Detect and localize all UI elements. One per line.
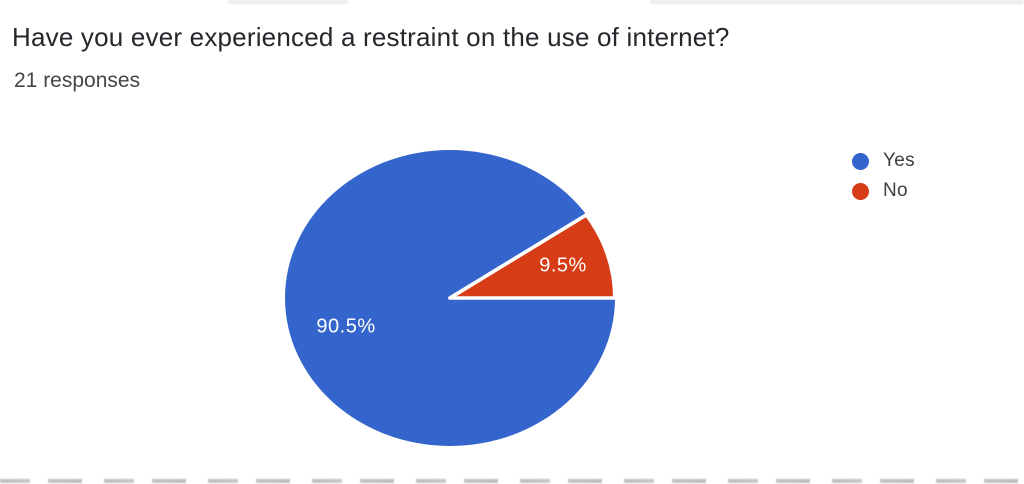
legend-swatch-no-icon: [852, 182, 869, 200]
pie-chart-svg: [285, 150, 615, 446]
top-crop-artifact: [228, 0, 348, 4]
chart-legend: Yes No: [852, 146, 915, 206]
responses-count: 21 responses: [14, 69, 141, 92]
legend-item-yes[interactable]: Yes: [852, 146, 915, 176]
legend-item-no[interactable]: No: [852, 176, 915, 206]
legend-swatch-yes-icon: [852, 152, 869, 170]
pie-chart: 90.5% 9.5%: [285, 150, 615, 446]
bottom-crop-artifact: [0, 479, 1024, 483]
legend-label-no: No: [883, 180, 908, 201]
legend-label-yes: Yes: [883, 150, 915, 171]
question-title: Have you ever experienced a restraint on…: [12, 22, 730, 52]
top-crop-artifact: [650, 0, 1024, 4]
pie-slice-no[interactable]: [448, 213, 615, 300]
